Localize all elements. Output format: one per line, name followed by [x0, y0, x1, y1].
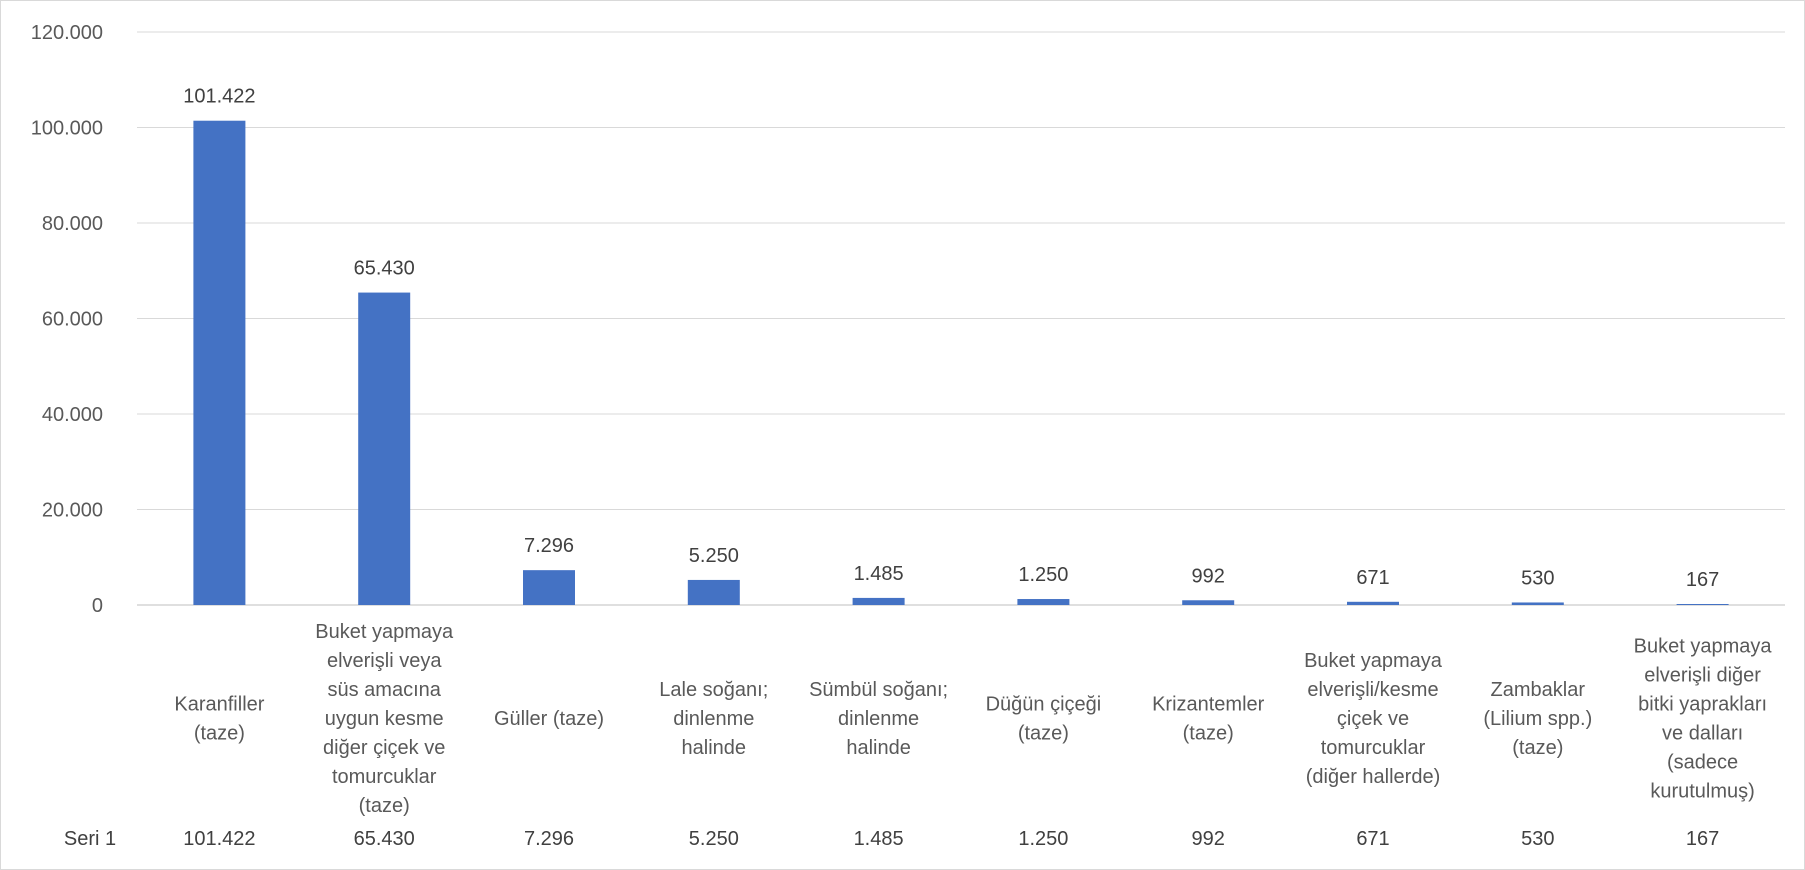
category-label-line: Buket yapmaya	[1634, 636, 1773, 658]
bar	[852, 597, 905, 605]
category-label: Karanfiller (taze)	[174, 694, 264, 745]
y-tick-label: 0	[92, 595, 103, 617]
category-label-line: elverişli/kesme	[1307, 679, 1438, 701]
data-table: Seri 1 101.422 65.430 7.296 5.250 1.485 1.250 9…	[64, 828, 1719, 850]
data-label: 7.296	[524, 535, 574, 557]
y-tick-label: 80.000	[42, 213, 103, 235]
table-value: 530	[1521, 828, 1554, 850]
category-label: Buket yapmaya elverişli diğer bitki yaprak…	[1634, 636, 1773, 803]
table-value: 671	[1356, 828, 1389, 850]
category-label-line: (sadece	[1667, 752, 1738, 774]
category-label-line: süs amacına	[328, 679, 442, 701]
table-series-name: Seri 1	[64, 828, 116, 850]
category-label-line: diğer çiçek ve	[323, 737, 445, 759]
category-label: Güller (taze)	[494, 708, 604, 730]
category-label-line: elverişli diğer	[1644, 665, 1761, 687]
data-label: 992	[1192, 565, 1225, 587]
bar	[358, 292, 411, 605]
category-label: Düğün çiçeği (taze)	[986, 694, 1102, 745]
bars	[193, 120, 1729, 605]
table-value: 7.296	[524, 828, 574, 850]
category-label-line: tomurcuklar	[1321, 737, 1426, 759]
category-label-line: Karanfiller	[174, 694, 264, 716]
data-label: 530	[1521, 567, 1554, 589]
category-label: Lale soğanı; dinlenme halinde	[659, 679, 768, 759]
category-label-line: (taze)	[1512, 737, 1563, 759]
category-label-line: Sümbül soğanı;	[809, 679, 948, 701]
category-label-line: Krizantemler	[1152, 694, 1265, 716]
bar	[1347, 601, 1399, 605]
table-value: 65.430	[354, 828, 415, 850]
bar	[193, 120, 246, 605]
bar	[687, 579, 740, 605]
category-label-line: Buket yapmaya	[1304, 650, 1443, 672]
table-value: 1.250	[1018, 828, 1068, 850]
category-label-line: dinlenme	[838, 708, 919, 730]
category-label-line: (diğer hallerde)	[1306, 766, 1441, 788]
category-label-line: halinde	[682, 737, 747, 759]
category-label: Krizantemler (taze)	[1152, 694, 1265, 745]
category-label-line: tomurcuklar	[332, 766, 437, 788]
category-label-line: (taze)	[1018, 723, 1069, 745]
category-labels: Karanfiller (taze) Buket yapmaya elverişli …	[174, 621, 1772, 817]
bar	[1676, 604, 1729, 605]
data-label: 671	[1356, 567, 1389, 589]
category-label-line: (taze)	[1183, 723, 1234, 745]
y-axis-ticks: 0 20.000 40.000 60.000 80.000 100.000 120.000	[31, 22, 103, 617]
table-value: 101.422	[183, 828, 255, 850]
category-label-line: Zambaklar	[1491, 679, 1586, 701]
category-label-line: Güller (taze)	[494, 708, 604, 730]
data-label: 1.250	[1018, 564, 1068, 586]
category-label-line: uygun kesme	[325, 708, 444, 730]
bar	[1182, 600, 1235, 605]
category-label-line: ve dalları	[1662, 723, 1743, 745]
table-value: 992	[1192, 828, 1225, 850]
data-labels: 101.422 65.430 7.296 5.250 1.485 1.250 992 671 5…	[183, 86, 1719, 591]
data-label: 101.422	[183, 86, 255, 108]
y-tick-label: 100.000	[31, 118, 103, 140]
bar	[1511, 602, 1564, 605]
category-label-line: Lale soğanı;	[659, 679, 768, 701]
category-label-line: Buket yapmaya	[315, 621, 454, 643]
category-label: Buket yapmaya elverişli/kesme çiçek ve tomu…	[1304, 650, 1443, 788]
data-label: 5.250	[689, 545, 739, 567]
bar	[1017, 599, 1070, 605]
category-label: Zambaklar (Lilium spp.) (taze)	[1483, 679, 1592, 759]
category-label: Buket yapmaya elverişli veya süs amacına uy…	[315, 621, 454, 817]
category-label-line: çiçek ve	[1337, 708, 1409, 730]
category-label: Sümbül soğanı; dinlenme halinde	[809, 679, 948, 759]
data-label: 1.485	[854, 563, 904, 585]
category-label-line: halinde	[846, 737, 911, 759]
table-value: 5.250	[689, 828, 739, 850]
bar	[523, 570, 575, 605]
category-label-line: kurutulmuş)	[1650, 781, 1754, 803]
y-tick-label: 60.000	[42, 309, 103, 331]
category-label-line: (Lilium spp.)	[1483, 708, 1592, 730]
y-tick-label: 20.000	[42, 500, 103, 522]
category-label-line: elverişli veya	[327, 650, 442, 672]
table-value: 167	[1686, 828, 1719, 850]
data-label: 167	[1686, 569, 1719, 591]
category-label-line: Düğün çiçeği	[986, 694, 1102, 716]
category-label-line: (taze)	[194, 723, 245, 745]
y-tick-label: 40.000	[42, 404, 103, 426]
gridlines	[137, 31, 1785, 606]
category-label-line: bitki yaprakları	[1638, 694, 1767, 716]
table-value: 1.485	[854, 828, 904, 850]
category-label-line: dinlenme	[673, 708, 754, 730]
category-label-line: (taze)	[359, 795, 410, 817]
y-tick-label: 120.000	[31, 22, 103, 44]
data-label: 65.430	[354, 258, 415, 280]
